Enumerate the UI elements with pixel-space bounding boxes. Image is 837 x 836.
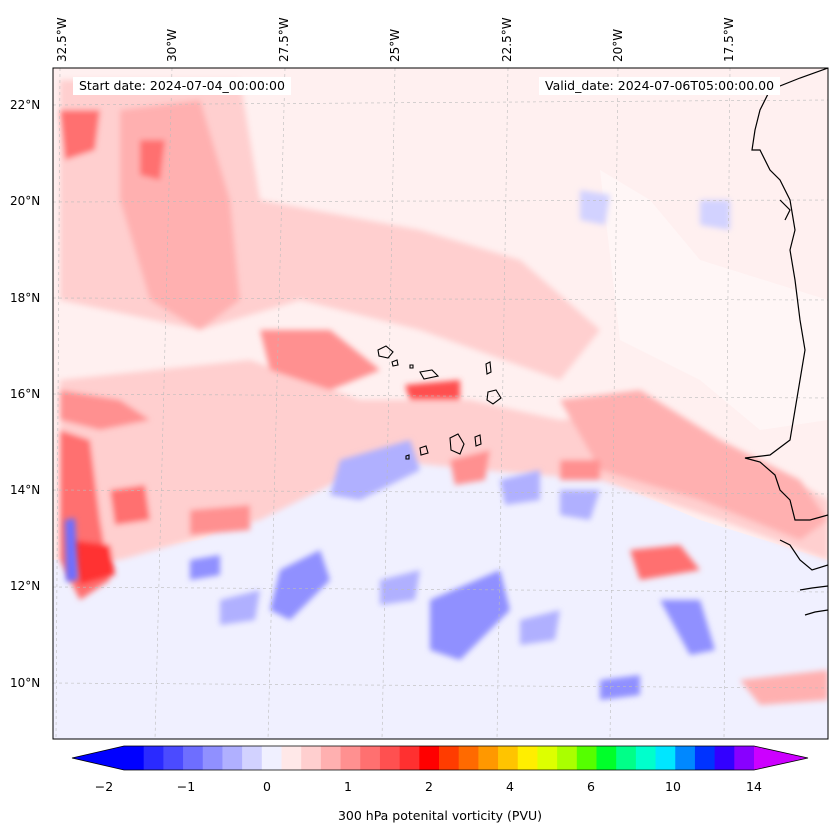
lon-label-25w: 25°W: [388, 28, 402, 62]
lat-label-12n: 12°N: [10, 579, 41, 593]
colorbar-segment: [458, 746, 479, 770]
colorbar-segment: [714, 746, 735, 770]
colorbar-segment: [557, 746, 578, 770]
colorbar-tick-label: −1: [176, 779, 196, 794]
lat-label-14n: 14°N: [10, 483, 41, 497]
colorbar-segment: [635, 746, 657, 770]
colorbar-segment: [163, 746, 184, 770]
colorbar-segment: [537, 746, 558, 770]
colorbar-segment: [734, 746, 755, 770]
cape-verde-islands: [377, 345, 502, 460]
colorbar-segment: [694, 746, 716, 770]
lon-label-32-5w: 32.5°W: [55, 17, 69, 62]
colorbar-segment: [576, 746, 597, 770]
colorbar-segment: [202, 746, 223, 770]
colorbar-under-arrow: [72, 746, 124, 770]
colorbar-segment: [124, 746, 145, 770]
lat-label-10n: 10°N: [10, 676, 41, 690]
colorbar-label: 300 hPa potenital vorticity (PVU): [337, 808, 543, 823]
pv-field: [53, 68, 828, 739]
colorbar-segment: [183, 746, 204, 770]
coastline: [744, 68, 828, 616]
colorbar-tick-label: 4: [506, 779, 514, 794]
lon-label-27-5w: 27.5°W: [277, 17, 291, 62]
lon-label-30w: 30°W: [165, 28, 179, 62]
start-date-label: Start date: 2024-07-04_00:00:00: [73, 77, 291, 95]
colorbar-segment: [419, 746, 440, 770]
colorbar-segment: [379, 746, 401, 770]
lat-label-18n: 18°N: [10, 291, 41, 305]
colorbar-over-arrow: [754, 746, 808, 770]
colorbar-segment: [261, 746, 282, 770]
colorbar-segment: [320, 746, 342, 770]
colorbar-segment: [439, 746, 460, 770]
valid-date-label: Valid_date: 2024-07-06T05:00:00.00: [539, 77, 781, 95]
colorbar-segment: [242, 746, 263, 770]
lon-label-20w: 20°W: [611, 28, 625, 62]
colorbar-outline: [71, 745, 809, 771]
lat-label-22n: 22°N: [10, 98, 41, 112]
colorbar-segment: [222, 746, 243, 770]
colorbar-segment: [143, 746, 164, 770]
lon-label-22-5w: 22.5°W: [500, 17, 514, 62]
colorbar-tick-label: 0: [263, 779, 271, 794]
colorbar-tick-label: 6: [587, 779, 595, 794]
map-frame: [52, 67, 829, 740]
colorbar-tick-label: 1: [344, 779, 352, 794]
colorbar-segment: [498, 746, 519, 770]
colorbar-segment: [596, 746, 617, 770]
colorbar-tick-label: 10: [665, 779, 681, 794]
lat-label-20n: 20°N: [10, 194, 41, 208]
colorbar-tick-label: 14: [746, 779, 762, 794]
graticule: [53, 68, 828, 739]
colorbar-tick-label: −2: [94, 779, 114, 794]
colorbar-segment: [340, 746, 361, 770]
colorbar-segment: [675, 746, 696, 770]
colorbar-segment: [399, 746, 420, 770]
colorbar-segment: [478, 746, 499, 770]
colorbar-segment: [301, 746, 322, 770]
colorbar: [71, 745, 809, 771]
colorbar-tick-label: 2: [425, 779, 433, 794]
colorbar-segment: [281, 746, 302, 770]
colorbar-segment: [360, 746, 381, 770]
lon-label-17-5w: 17.5°W: [722, 17, 736, 62]
colorbar-segment: [655, 746, 676, 770]
lat-label-16n: 16°N: [10, 387, 41, 401]
colorbar-segment: [616, 746, 637, 770]
colorbar-segment: [517, 746, 538, 770]
